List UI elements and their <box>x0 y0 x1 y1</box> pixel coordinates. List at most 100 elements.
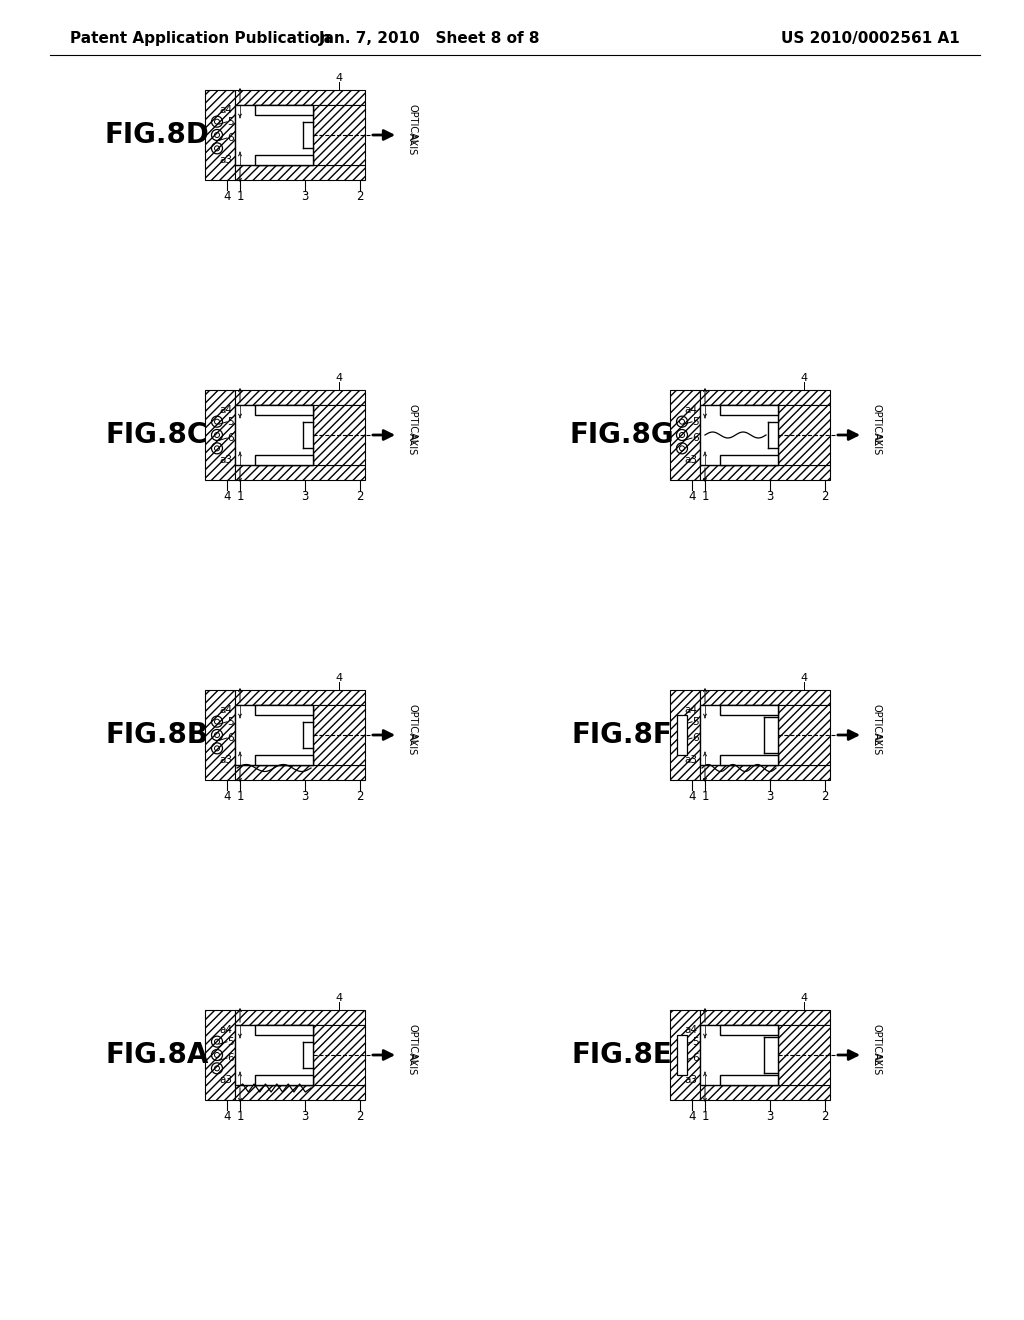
Text: 3: 3 <box>301 1110 308 1122</box>
Bar <box>700 766 830 780</box>
Bar <box>255 106 313 115</box>
Bar <box>720 755 778 766</box>
Bar <box>313 106 365 165</box>
Text: 2: 2 <box>821 490 828 503</box>
Bar <box>255 755 313 766</box>
Bar <box>700 690 830 705</box>
Text: 4: 4 <box>336 993 343 1003</box>
Text: FIG.8F: FIG.8F <box>571 721 673 748</box>
Text: Jan. 7, 2010   Sheet 8 of 8: Jan. 7, 2010 Sheet 8 of 8 <box>319 30 541 45</box>
Text: 3: 3 <box>766 1110 774 1122</box>
Bar <box>677 715 687 755</box>
Text: a4: a4 <box>219 106 232 115</box>
Bar <box>778 405 830 465</box>
Bar <box>234 405 313 465</box>
Text: 6: 6 <box>227 133 233 143</box>
Text: AXIS: AXIS <box>407 433 417 455</box>
Bar <box>700 465 830 480</box>
Bar <box>255 705 313 715</box>
Text: 3: 3 <box>766 490 774 503</box>
Text: 1: 1 <box>237 190 244 202</box>
Bar <box>205 90 234 180</box>
Bar <box>313 405 365 465</box>
Bar <box>700 389 830 405</box>
Text: 2: 2 <box>821 1110 828 1122</box>
Text: a3: a3 <box>219 154 232 165</box>
Text: 2: 2 <box>356 490 364 503</box>
Text: 6: 6 <box>227 433 233 444</box>
Text: FIG.8E: FIG.8E <box>571 1041 673 1069</box>
Text: OPTICAL: OPTICAL <box>872 404 882 446</box>
Bar <box>670 389 700 480</box>
Bar <box>778 1026 830 1085</box>
Text: OPTICAL: OPTICAL <box>407 1024 417 1065</box>
Text: 5: 5 <box>227 717 233 727</box>
Bar <box>313 1026 365 1085</box>
Text: a3: a3 <box>219 455 232 465</box>
Text: 5: 5 <box>692 1036 698 1047</box>
Text: 4: 4 <box>801 673 808 682</box>
Text: FIG.8D: FIG.8D <box>104 121 210 149</box>
Bar <box>720 405 778 414</box>
Bar <box>720 1026 778 1035</box>
Text: 3: 3 <box>301 490 308 503</box>
Text: a4: a4 <box>219 405 232 414</box>
Text: AXIS: AXIS <box>407 133 417 156</box>
Text: 4: 4 <box>336 673 343 682</box>
Bar <box>670 690 700 780</box>
Text: 4: 4 <box>801 374 808 383</box>
Text: 6: 6 <box>692 433 698 444</box>
Bar <box>234 1085 365 1100</box>
Text: 6: 6 <box>227 1053 233 1063</box>
Bar <box>234 1026 313 1085</box>
Text: a4: a4 <box>684 405 697 414</box>
Text: 3: 3 <box>301 789 308 803</box>
Text: a3: a3 <box>684 455 697 465</box>
Bar <box>255 1026 313 1035</box>
Text: 5: 5 <box>227 1036 233 1047</box>
Bar <box>700 1085 830 1100</box>
Text: a4: a4 <box>219 1026 232 1035</box>
Bar <box>700 1010 830 1026</box>
Text: 1: 1 <box>701 490 709 503</box>
Text: a3: a3 <box>219 755 232 766</box>
Bar <box>700 405 778 465</box>
Text: FIG.8C: FIG.8C <box>105 421 208 449</box>
Text: 5: 5 <box>692 717 698 727</box>
Bar <box>205 389 234 480</box>
Text: 1: 1 <box>237 1110 244 1122</box>
Text: AXIS: AXIS <box>872 733 882 755</box>
Bar <box>234 465 365 480</box>
Text: 2: 2 <box>821 789 828 803</box>
Bar <box>205 1010 234 1100</box>
Text: 5: 5 <box>227 116 233 127</box>
Text: FIG.8B: FIG.8B <box>105 721 209 748</box>
Text: US 2010/0002561 A1: US 2010/0002561 A1 <box>780 30 959 45</box>
Bar <box>677 1035 687 1074</box>
Bar <box>234 389 365 405</box>
Bar <box>778 705 830 766</box>
Text: 5: 5 <box>227 417 233 426</box>
Text: Patent Application Publication: Patent Application Publication <box>70 30 331 45</box>
Bar <box>700 705 778 766</box>
Bar <box>205 690 234 780</box>
Text: OPTICAL: OPTICAL <box>407 404 417 446</box>
Bar <box>234 1010 365 1026</box>
Bar <box>234 90 365 106</box>
Text: a3: a3 <box>219 1074 232 1085</box>
Text: OPTICAL: OPTICAL <box>407 104 417 145</box>
Text: a3: a3 <box>684 755 697 766</box>
Bar <box>234 766 365 780</box>
Text: AXIS: AXIS <box>407 1053 417 1074</box>
Bar <box>255 405 313 414</box>
Text: 6: 6 <box>227 733 233 743</box>
Bar <box>255 154 313 165</box>
Text: 4: 4 <box>223 789 230 803</box>
Text: OPTICAL: OPTICAL <box>407 705 417 746</box>
Text: 4: 4 <box>688 1110 695 1122</box>
Bar <box>255 455 313 465</box>
Bar <box>720 705 778 715</box>
Text: 2: 2 <box>356 789 364 803</box>
Bar <box>670 1010 700 1100</box>
Text: FIG.8G: FIG.8G <box>569 421 675 449</box>
